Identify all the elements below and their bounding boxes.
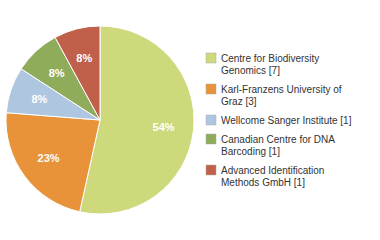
legend-label: Centre for BiodiversityGenomics [7] xyxy=(221,53,319,76)
legend-label: Wellcome Sanger Institute [1] xyxy=(221,115,352,126)
legend: Centre for BiodiversityGenomics [7] Karl-… xyxy=(206,53,352,188)
legend-swatch xyxy=(206,134,216,144)
legend-swatch xyxy=(206,115,216,125)
slice xyxy=(6,113,100,212)
legend-label: Advanced IdentificationMethods GmbH [1] xyxy=(221,165,324,188)
legend-swatch xyxy=(206,84,216,94)
slices xyxy=(6,26,194,214)
data-label: 8% xyxy=(49,67,65,79)
legend-swatch xyxy=(206,53,216,63)
data-labels: 54% 23% 8% 8% 8% xyxy=(32,52,175,164)
data-label: 54% xyxy=(153,121,175,133)
data-label: 23% xyxy=(38,152,60,164)
data-label: 8% xyxy=(76,52,92,64)
chart: 54% 23% 8% 8% 8% Centre for BiodiversityGenom… xyxy=(0,0,380,240)
legend-label: Karl-Franzens University ofGraz [3] xyxy=(221,84,342,107)
legend-swatch xyxy=(206,165,216,175)
legend-label: Canadian Centre for DNABarcoding [1] xyxy=(221,134,335,157)
data-label: 8% xyxy=(32,93,48,105)
